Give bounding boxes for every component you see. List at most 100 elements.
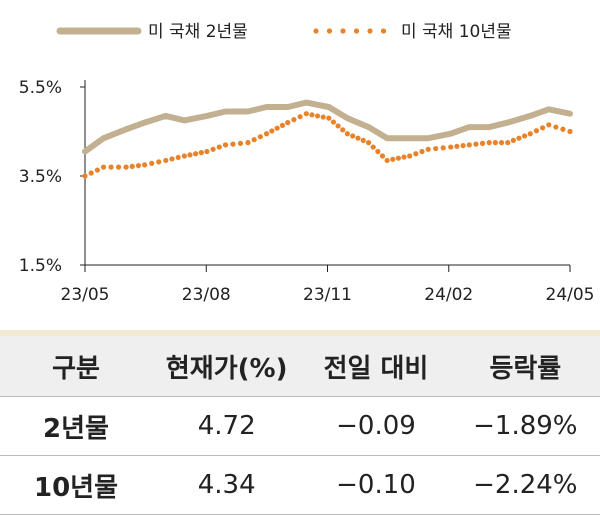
row-current: 4.72 [152,397,301,456]
y-tick-label: 3.5% [19,167,62,187]
legend-dot [367,28,372,33]
series-layer [82,102,572,178]
data-point-10y [380,153,385,158]
header-change: 전일 대비 [301,336,450,397]
table-row: 2년물 4.72 −0.09 −1.89% [0,397,600,456]
data-point-10y [390,157,395,162]
legend-swatch-10y [313,28,386,33]
row-current: 4.34 [152,456,301,515]
data-point-10y [473,142,478,147]
data-point-10y [193,151,198,156]
data-point-10y [223,142,228,147]
data-point-10y [355,136,360,141]
row-change: −0.10 [301,456,450,515]
yield-table-area: 구분 현재가(%) 전일 대비 등락률 2년물 4.72 −0.09 −1.89… [0,330,600,515]
data-point-10y [123,165,128,170]
data-point-10y [441,145,446,150]
data-point-10y [204,149,209,154]
data-point-10y [280,123,285,128]
data-point-10y [560,127,565,132]
data-point-10y [169,156,174,161]
x-tick-label: 24/05 [546,285,595,305]
data-point-10y [331,119,336,124]
data-point-10y [553,124,558,129]
data-point-10y [149,161,154,166]
y-tick-label: 1.5% [19,256,62,276]
data-point-10y [252,137,257,142]
data-point-10y [291,117,296,122]
data-point-10y [511,138,516,143]
data-point-10y [136,163,141,168]
data-point-10y [487,140,492,145]
data-point-10y [304,111,309,116]
data-point-10y [413,151,418,156]
data-point-10y [95,167,100,172]
data-point-10y [375,149,380,154]
data-point-10y [264,131,269,136]
legend-dot [313,28,318,33]
x-tick-label: 23/05 [61,285,110,305]
data-point-10y [361,138,366,143]
data-point-10y [116,165,121,170]
data-point-10y [130,164,135,169]
data-point-10y [433,146,438,151]
data-point-10y [309,112,314,117]
data-point-10y [245,140,250,145]
data-point-10y [516,136,521,141]
data-point-10y [493,140,498,145]
data-point-10y [366,140,371,145]
data-point-10y [522,133,527,138]
data-point-10y [315,113,320,118]
data-point-10y [505,140,510,145]
data-point-10y [401,154,406,159]
data-point-10y [448,144,453,149]
legend-dot [354,28,359,33]
data-point-10y [461,143,466,148]
data-point-10y [326,116,331,121]
data-point-10y [321,114,326,119]
row-label: 2년물 [0,397,152,456]
data-point-10y [345,131,350,136]
data-point-10y [238,141,243,146]
data-point-10y [156,159,161,164]
x-ticks: 23/05 23/08 23/11 24/02 24/05 [61,265,595,305]
header-rate: 등락률 [451,336,600,397]
data-point-10y [467,142,472,147]
data-point-10y [176,155,181,160]
data-point-10y [298,114,303,119]
data-point-10y [89,170,94,175]
data-point-10y [534,128,539,133]
data-point-10y [499,140,504,145]
table-header-row: 구분 현재가(%) 전일 대비 등락률 [0,336,600,397]
y-ticks: 1.5% 3.5% 5.5% [19,78,85,276]
x-tick-label: 24/02 [424,285,473,305]
x-tick-label: 23/11 [303,285,352,305]
x-tick-label: 23/08 [182,285,231,305]
row-change: −0.09 [301,397,450,456]
header-current: 현재가(%) [152,336,301,397]
data-point-10y [210,147,215,152]
data-point-10y [480,141,485,146]
legend-dot [327,28,332,33]
data-point-10y [371,144,376,149]
y-tick-label: 5.5% [19,78,62,98]
data-point-10y [275,126,280,131]
data-point-10y [217,144,222,149]
data-point-10y [454,144,459,149]
legend-label-10y: 미 국채 10년물 [401,22,512,42]
data-point-10y [101,165,106,170]
data-point-10y [528,131,533,136]
data-point-10y [385,158,390,163]
data-point-10y [336,123,341,128]
data-point-10y [182,153,187,158]
data-point-10y [187,152,192,157]
data-point-10y [258,134,263,139]
data-point-10y [142,162,147,167]
data-point-10y [82,173,87,178]
data-point-10y [419,149,424,154]
legend-label-2y: 미 국채 2년물 [148,22,248,42]
row-label: 10년물 [0,456,152,515]
data-point-10y [567,129,572,134]
data-point-10y [340,127,345,132]
data-point-10y [230,142,235,147]
